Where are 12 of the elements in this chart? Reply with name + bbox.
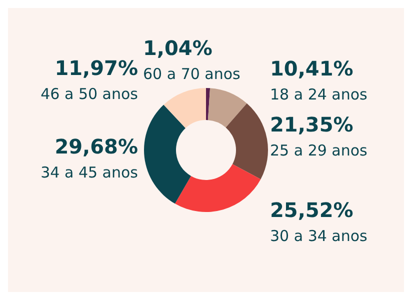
slice-label: 60 a 70 anos xyxy=(143,65,241,83)
data-label: 29,68% xyxy=(54,134,138,159)
data-label: 11,97% xyxy=(54,56,138,80)
slice-label: 18 a 24 anos xyxy=(270,86,368,104)
data-label: 1,04% xyxy=(143,36,212,60)
data-label: 21,35% xyxy=(270,112,354,137)
slice-label: 30 a 34 anos xyxy=(270,227,368,246)
data-label: 10,41% xyxy=(270,56,354,81)
slice-label: 34 a 45 anos xyxy=(40,164,138,182)
slice-label: 25 a 29 anos xyxy=(270,142,368,160)
slice-label: 46 a 50 anos xyxy=(40,85,138,104)
data-label: 25,52% xyxy=(270,198,354,222)
